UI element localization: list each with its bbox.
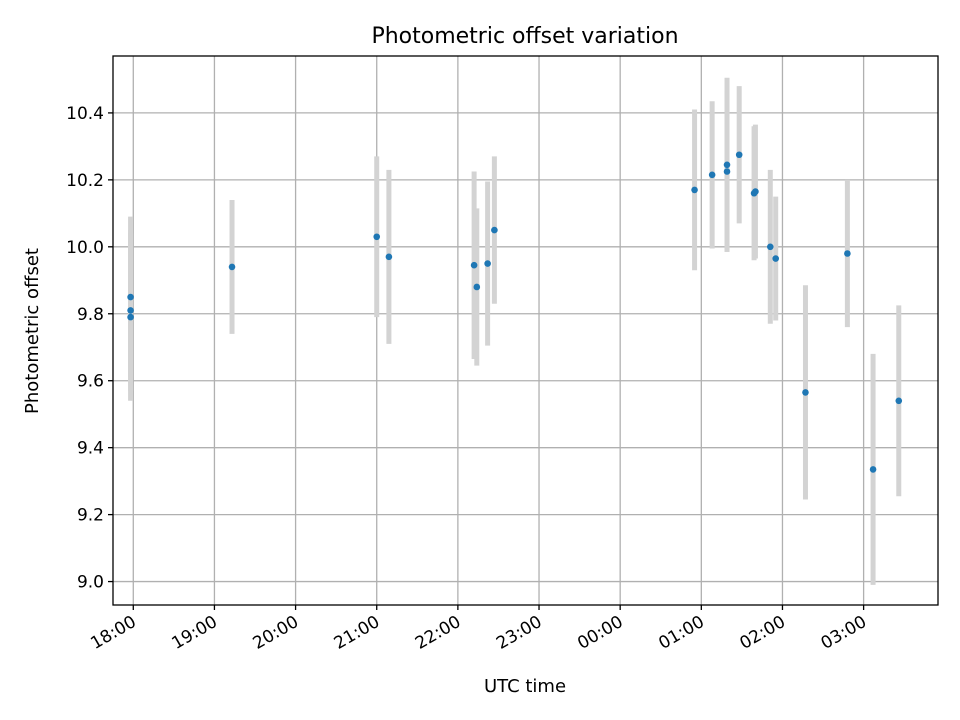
data-points: [127, 151, 903, 473]
y-tick-label: 9.4: [77, 439, 104, 459]
data-point: [723, 168, 731, 175]
y-tick-label: 9.6: [77, 372, 104, 392]
y-tick-label: 9.8: [77, 305, 104, 325]
y-tick-label: 9.2: [77, 506, 104, 526]
data-point: [484, 260, 491, 267]
data-point: [491, 226, 498, 234]
y-tick-label: 9.0: [77, 573, 104, 593]
data-point: [228, 263, 236, 271]
data-point: [473, 283, 481, 291]
y-tick-label: 10.4: [66, 104, 104, 124]
data-point: [869, 466, 877, 473]
data-point: [844, 250, 851, 257]
data-point: [470, 261, 478, 269]
y-axis-ticks: 9.0 9.2 9.4 9.6 9.8 10.0 10.2 10.4: [66, 104, 113, 593]
chart-title: Photometric offset variation: [371, 24, 678, 49]
data-point: [127, 313, 134, 321]
data-point: [691, 186, 698, 194]
data-point: [735, 151, 743, 159]
data-point: [127, 293, 134, 301]
y-axis-label: Photometric offset: [22, 248, 43, 414]
data-point: [772, 255, 780, 262]
y-tick-label: 10.0: [66, 238, 104, 258]
y-tick-label: 10.2: [66, 171, 104, 191]
data-point: [723, 161, 731, 169]
data-point: [708, 171, 716, 179]
data-point: [385, 253, 393, 261]
data-point: [802, 389, 809, 396]
plot-frame: [112, 55, 939, 606]
data-point: [750, 189, 758, 197]
data-point: [895, 397, 903, 405]
x-axis-label: UTC time: [484, 676, 566, 697]
grid: [113, 56, 938, 605]
data-point: [766, 243, 774, 251]
data-point: [373, 233, 381, 241]
data-point: [127, 307, 134, 314]
